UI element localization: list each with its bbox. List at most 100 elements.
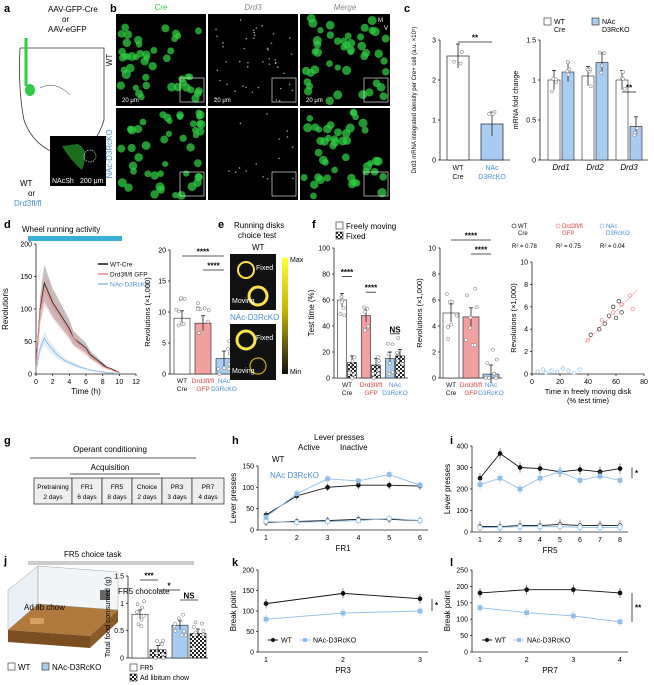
data-point [217,372,222,376]
cell-mark [358,90,368,100]
legend-label: WT [554,19,566,26]
cage-chow: Ad lib chow [24,603,65,612]
x-tick-label: 2 [295,535,299,542]
cage-choc: FR5 chocolate [118,587,170,596]
x-tick-label: 6 [84,379,88,386]
series-band [36,331,120,374]
y-tick-label: 200 [456,584,468,591]
data-point [386,472,392,477]
data-point [524,587,530,593]
cell-mark [134,153,143,162]
x-tick-label: 0 [530,379,534,386]
y-axis-label: Break point [229,590,238,631]
data-point [477,482,483,488]
data-point [570,587,576,593]
inset-box [363,77,389,103]
disks-wt: WT [252,243,265,252]
cell-mark [125,63,135,73]
cell-mark [245,86,247,89]
dir-m: M [378,18,383,24]
data-point [557,469,563,475]
bar [595,62,609,161]
y-tick-label: 200 [456,487,468,494]
y-tick-label: 200 [20,242,32,249]
data-point [537,524,543,529]
schema-stage-name: Pretraining [37,484,69,491]
x-tick-label: GFP [196,386,209,393]
cell-mark [219,79,221,82]
cell-mark [238,60,241,63]
schema-stage-name: PR7 [202,484,215,491]
data-point [543,370,549,376]
y-tick-label: 4 [432,324,436,331]
data-point [340,610,346,616]
y-tick-label: 50 [460,633,468,640]
legend-label: NAc [602,19,616,26]
y-tick-label: 0 [524,372,528,379]
schema-title: Operant conditioning [73,445,147,454]
y-tick-label: 50 [24,339,32,346]
y-tick-label: 100 [456,508,468,515]
legend-label: WT [281,638,293,645]
y-tick-label: 80 [322,272,330,279]
data-point [606,313,612,318]
inset-box [271,77,297,103]
data-point [371,376,376,380]
virus-label-1: AAV-GFP-Cre [48,5,98,14]
y-tick-label: 150 [20,274,32,281]
data-point [597,327,602,332]
data-point [555,369,560,374]
cell-mark [342,136,352,145]
cell-mark [173,82,183,92]
data-point [134,610,139,614]
cell-mark [326,31,335,39]
x-tick-label: 5 [558,537,562,544]
cell-mark [139,118,147,126]
scale-label: 20 μm [306,98,323,104]
y-axis-label: mRNA fold change [513,71,520,129]
cell-mark [117,144,126,153]
data-point [193,620,198,625]
x-tick-label: 8 [618,537,622,544]
data-point [294,519,300,525]
cell-mark [192,126,199,134]
series-line [479,471,621,490]
legend-label: Cre [518,231,528,237]
y-tick-label: 0 [250,528,254,535]
cell-mark [160,135,169,144]
cell-mark [347,173,356,183]
data-point [541,367,546,372]
data-point [155,639,159,643]
x-tick-label: D3RcKO [211,386,237,393]
cell-mark [172,192,179,199]
data-point [577,467,583,472]
cell-mark [347,49,354,56]
data-point [153,656,158,660]
cell-mark [300,174,308,182]
data-point [395,350,400,355]
cell-mark [310,192,317,200]
cell-mark [283,72,285,75]
cell-mark [326,121,335,129]
cell-mark [191,94,200,103]
cell-mark [367,16,377,25]
choice-title-bar [28,561,194,565]
data-point [602,321,607,326]
cell-mark [245,37,248,40]
cell-mark [226,83,228,86]
cell-mark [315,126,323,133]
data-point [567,67,572,72]
x-tick-label: WT [342,382,352,389]
schema-stage-dur: 8 days [107,494,127,501]
virus-label-2: AAV-eGFP [48,25,87,34]
cell-mark [186,143,195,152]
legend-label: NAc-D3RcKO [527,638,571,645]
cell-mark [135,89,144,98]
chart-d-line: 0 50 100 150 200 Revolutions 0 2 4 6 8 10 12 Time (h)… [1,242,150,397]
series-line [479,607,621,623]
cell-mark [253,37,255,40]
cell-mark [167,47,175,55]
cell-mark [262,175,264,178]
r2-label: R² = 0.75 [556,244,582,250]
